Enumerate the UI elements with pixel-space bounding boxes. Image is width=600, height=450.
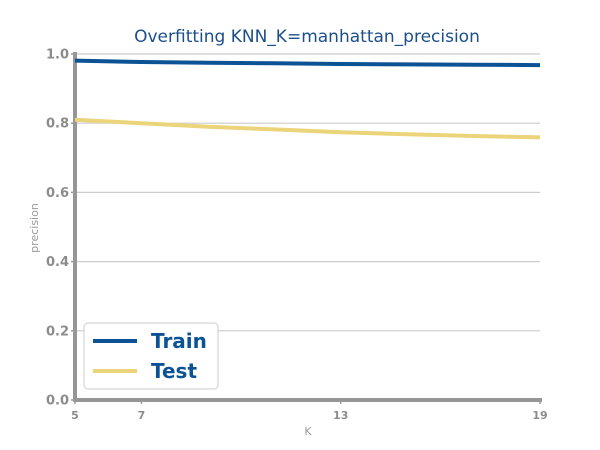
x-tick-label: 13: [333, 409, 348, 422]
ticks: 0.0 0.2 0.4 0.6 0.8 1.0 5 7 13 19: [46, 48, 548, 423]
y-tick-label: 0.8: [46, 117, 69, 132]
legend-label-test: Test: [151, 359, 197, 383]
x-tick-label: 19: [532, 409, 547, 422]
series-line-train: [74, 58, 541, 68]
x-tick-label: 7: [138, 409, 146, 422]
legend-label-train: Train: [151, 329, 207, 353]
legend: Train Test: [83, 322, 219, 390]
chart-title: Overfitting KNN_K=manhattan_precision: [134, 27, 480, 47]
y-tick-label: 0.0: [46, 394, 69, 409]
y-tick-label: 1.0: [46, 48, 69, 63]
series-lines: [74, 58, 541, 140]
y-tick-label: 0.2: [46, 324, 69, 339]
x-axis-label: K: [304, 425, 312, 438]
x-tick-label: 5: [71, 409, 79, 422]
axes: [73, 52, 542, 402]
y-tick-label: 0.4: [46, 255, 69, 270]
y-axis-label: precision: [28, 203, 41, 253]
series-line-test: [74, 117, 541, 140]
y-tick-label: 0.6: [46, 186, 69, 201]
